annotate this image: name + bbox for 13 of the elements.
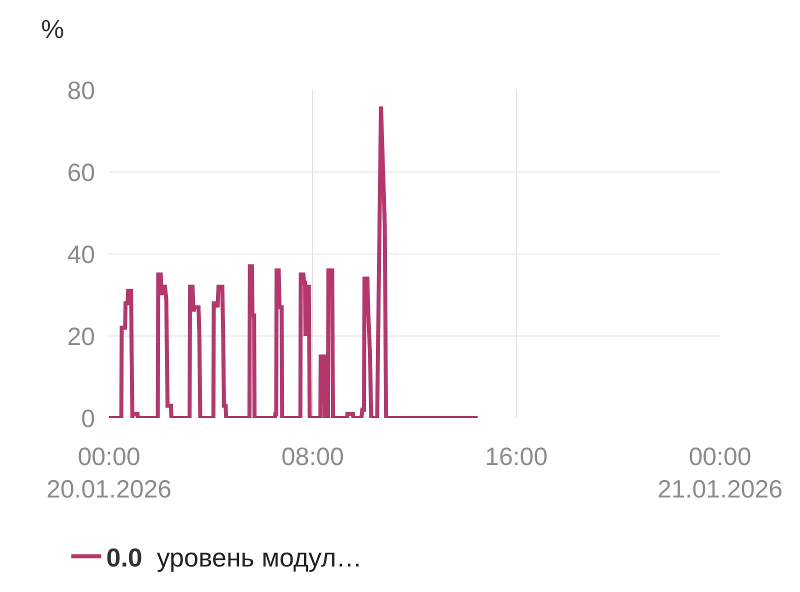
text: 0.0	[106, 542, 142, 572]
legend-label: уровень модул…	[156, 542, 362, 572]
x-tick-label: 00:00 20.01.2026	[46, 443, 172, 504]
x-tick-label: 00:00 21.01.2026	[657, 443, 783, 504]
y-tick-label: 80	[67, 76, 95, 105]
y-tick-label: 60	[67, 158, 95, 187]
x-tick-label: 08:00	[281, 443, 344, 471]
y-tick-label: 20	[67, 322, 95, 351]
line-series	[109, 104, 480, 418]
y-tick-label: 40	[67, 240, 95, 269]
x-tick-label: 16:00	[485, 443, 548, 471]
y-tick-label: 0	[81, 404, 95, 433]
y-axis-title: %	[41, 14, 64, 44]
